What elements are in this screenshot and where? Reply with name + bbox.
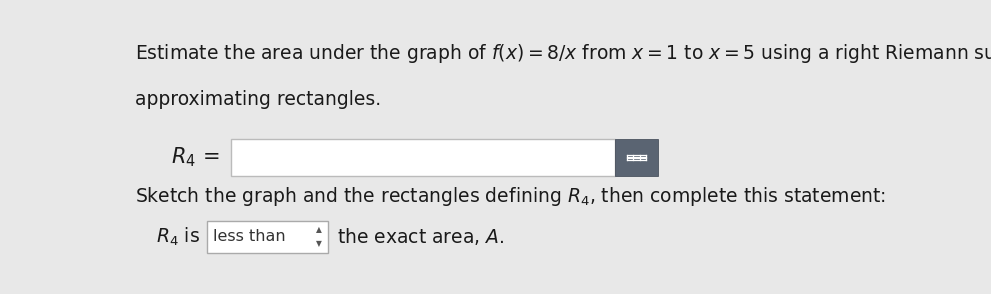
Text: Sketch the graph and the rectangles defining $R_4$, then complete this statement: Sketch the graph and the rectangles defi…	[136, 185, 886, 208]
Text: ▲: ▲	[316, 225, 322, 235]
FancyBboxPatch shape	[615, 139, 658, 176]
Text: Estimate the area under the graph of $f(x) = 8/x$ from $x = 1$ to $x = 5$ using : Estimate the area under the graph of $f(…	[136, 42, 991, 65]
FancyBboxPatch shape	[232, 139, 615, 176]
Text: $R_4$ is: $R_4$ is	[157, 225, 200, 248]
Text: approximating rectangles.: approximating rectangles.	[136, 90, 382, 108]
Text: $R_4\, =$: $R_4\, =$	[171, 146, 221, 169]
Text: the exact area, $A$.: the exact area, $A$.	[337, 226, 504, 247]
FancyBboxPatch shape	[207, 221, 328, 253]
Text: less than: less than	[213, 229, 285, 244]
Text: ▼: ▼	[316, 239, 322, 248]
